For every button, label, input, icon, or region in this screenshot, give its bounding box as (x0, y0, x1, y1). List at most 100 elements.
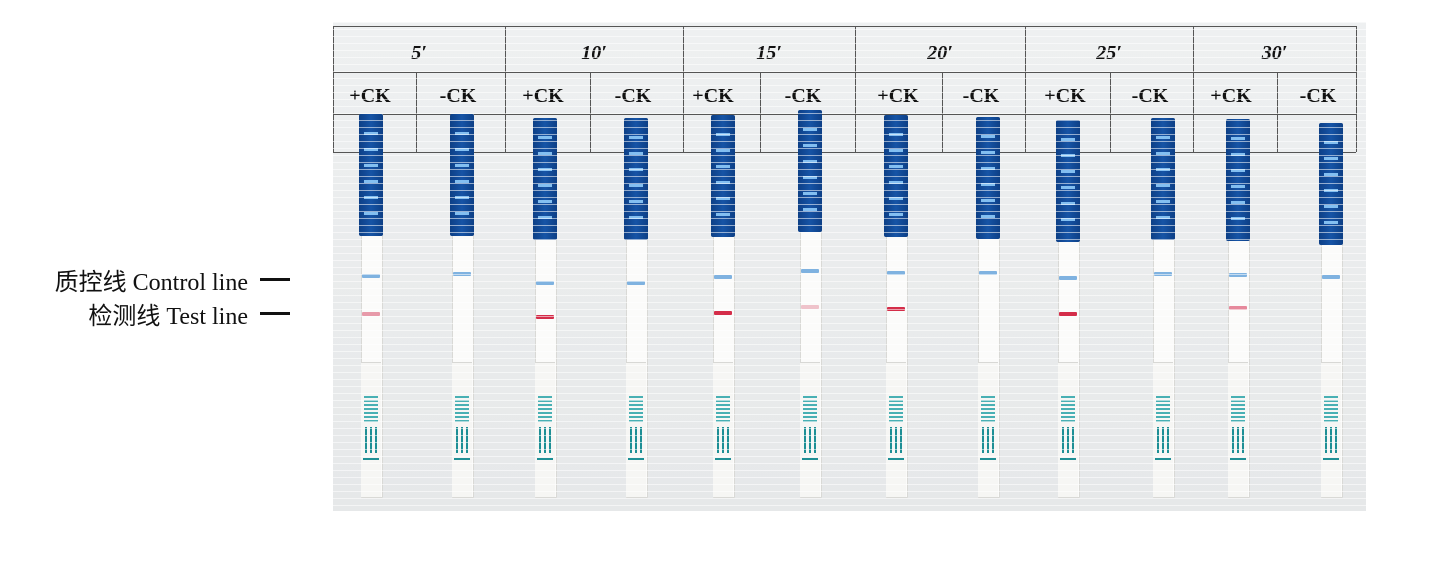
strip-cap (450, 114, 474, 236)
time-label: 15′ (756, 42, 782, 64)
time-label: 20′ (927, 42, 953, 64)
test-strip (1056, 120, 1080, 498)
control-line (1154, 272, 1172, 276)
time-label: 5′ (411, 42, 427, 64)
cap-text-mark (889, 149, 903, 152)
cap-text-mark (1061, 202, 1075, 205)
max-marker (981, 396, 995, 422)
grid-ck-divider (590, 72, 591, 152)
grid-group-divider (683, 26, 684, 152)
test-strip (884, 115, 908, 498)
strip-cap (624, 118, 648, 240)
cap-text-mark (1231, 169, 1245, 172)
grid-ck-line (333, 114, 1356, 115)
cap-text-mark (364, 148, 378, 151)
positive-control-label: +CK (522, 85, 564, 107)
strip-cap (884, 115, 908, 237)
strip-cap (976, 117, 1000, 239)
control-line-pointer (260, 278, 290, 281)
cap-text-mark (629, 184, 643, 187)
max-marker (1156, 396, 1170, 422)
cap-text-mark (629, 200, 643, 203)
cap-text-mark (538, 136, 552, 139)
cap-text-mark (803, 160, 817, 163)
test-line (887, 307, 905, 311)
dip-arrow-icon (456, 427, 468, 455)
strip-cap (1319, 123, 1343, 245)
positive-control-label: +CK (1210, 85, 1252, 107)
cap-text-mark (629, 152, 643, 155)
grid-group-divider (855, 26, 856, 152)
strip-cap (798, 110, 822, 232)
cap-text-mark (716, 213, 730, 216)
dip-limit-line (980, 458, 996, 460)
positive-control-label: +CK (1044, 85, 1086, 107)
test-strip-photo: 5′ 10′ 15′ 20′ 25′ 30′ +CK -CK +CK -CK +CK -CK +CK -… (333, 22, 1366, 511)
cap-text-mark (716, 197, 730, 200)
cap-text-mark (364, 212, 378, 215)
cap-text-mark (538, 200, 552, 203)
dip-arrow-icon (1062, 427, 1074, 455)
cap-text-mark (889, 181, 903, 184)
cap-text-mark (538, 152, 552, 155)
grid-ck-divider (942, 72, 943, 152)
max-marker (1324, 396, 1338, 422)
cap-text-mark (1061, 138, 1075, 141)
cap-text-mark (803, 144, 817, 147)
cap-text-mark (1156, 200, 1170, 203)
dip-limit-line (454, 458, 470, 460)
dip-arrow-icon (717, 427, 729, 455)
cap-text-mark (803, 208, 817, 211)
time-label: 25′ (1096, 42, 1122, 64)
max-marker (889, 396, 903, 422)
cap-text-mark (1231, 217, 1245, 220)
cap-text-mark (803, 192, 817, 195)
cap-text-mark (981, 183, 995, 186)
test-line-label: 检测线 Test line (88, 296, 290, 331)
max-marker (455, 396, 469, 422)
cap-text-mark (1324, 205, 1338, 208)
cap-text-mark (455, 196, 469, 199)
cap-text-mark (716, 149, 730, 152)
test-line (362, 312, 380, 316)
dip-arrow-icon (365, 427, 377, 455)
cap-text-mark (1156, 136, 1170, 139)
control-line (714, 275, 732, 279)
cap-text-mark (1156, 152, 1170, 155)
test-line (714, 311, 732, 315)
test-strip (798, 110, 822, 498)
control-line (536, 281, 554, 285)
max-marker (629, 396, 643, 422)
test-strip (533, 118, 557, 498)
control-line (887, 271, 905, 275)
strip-cap (533, 118, 557, 240)
max-marker (1061, 396, 1075, 422)
grid-ck-divider (1110, 72, 1111, 152)
grid-bottom-line (333, 152, 1356, 153)
dip-arrow-icon (630, 427, 642, 455)
grid-ck-divider (1277, 72, 1278, 152)
cap-text-mark (981, 199, 995, 202)
negative-control-label: -CK (784, 85, 822, 107)
cap-text-mark (1231, 153, 1245, 156)
positive-control-label: +CK (349, 85, 391, 107)
cap-text-mark (1324, 157, 1338, 160)
test-line (1229, 306, 1247, 310)
test-line-text: 检测线 Test line (88, 304, 248, 330)
strip-cap (1151, 118, 1175, 240)
grid-group-divider (505, 26, 506, 152)
test-strip (624, 118, 648, 498)
strip-cap (1226, 119, 1250, 241)
strip-cap (711, 115, 735, 237)
cap-text-mark (1231, 185, 1245, 188)
cap-text-mark (1231, 201, 1245, 204)
cap-text-mark (889, 213, 903, 216)
control-line (1059, 276, 1077, 280)
test-strip (976, 117, 1000, 498)
time-label: 30′ (1261, 42, 1288, 64)
cap-text-mark (889, 133, 903, 136)
cap-text-mark (803, 128, 817, 131)
max-marker (364, 396, 378, 422)
cap-text-mark (629, 136, 643, 139)
dip-limit-line (537, 458, 553, 460)
